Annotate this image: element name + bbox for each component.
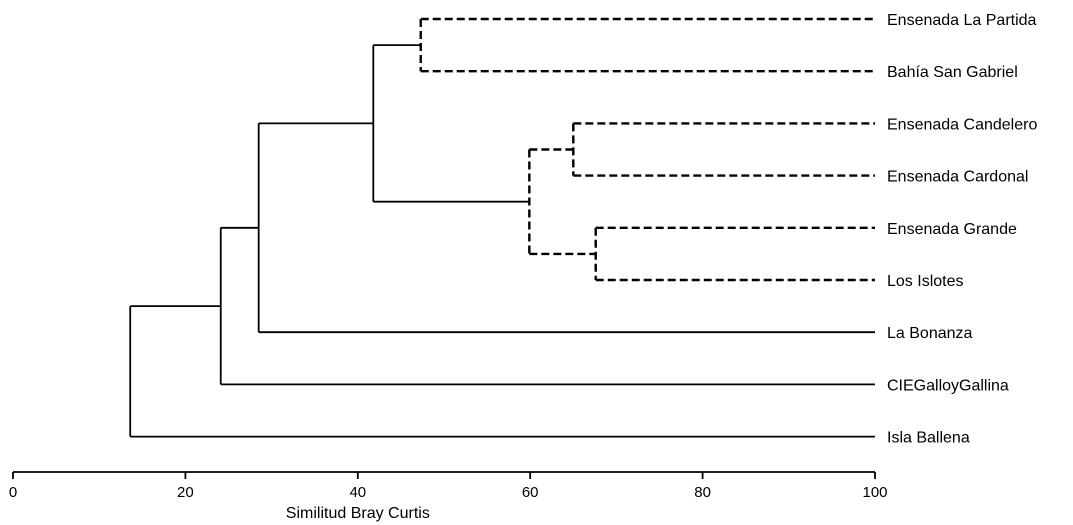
leaf-label: Isla Ballena [887,430,970,447]
dendrogram-branches [129,17,875,438]
leaf-labels: Ensenada La Partida Bahía San Gabriel Ense… [887,12,1037,447]
x-axis-title: Similitud Bray Curtis [286,505,430,522]
leaf-label: La Bonanza [887,325,973,342]
x-tick-label: 60 [522,484,539,501]
x-tick-label: 80 [694,484,711,501]
leaf-label: Ensenada Grande [887,221,1017,238]
leaf-label: Ensenada Cardonal [887,169,1028,186]
x-axis-ticks: 0 20 40 60 80 100 [9,472,888,501]
x-axis: 0 20 40 60 80 100 [9,471,888,501]
leaf-label: Ensenada La Partida [887,12,1037,29]
leaf-label: Bahía San Gabriel [887,64,1018,81]
x-tick-label: 100 [862,484,887,501]
x-tick-label: 0 [9,484,17,501]
x-tick-label: 40 [349,484,366,501]
leaf-label: Ensenada Candelero [887,116,1037,133]
leaf-label: Los Islotes [887,273,963,290]
x-tick-label: 20 [177,484,194,501]
leaf-label: CIEGalloyGallina [887,377,1009,394]
